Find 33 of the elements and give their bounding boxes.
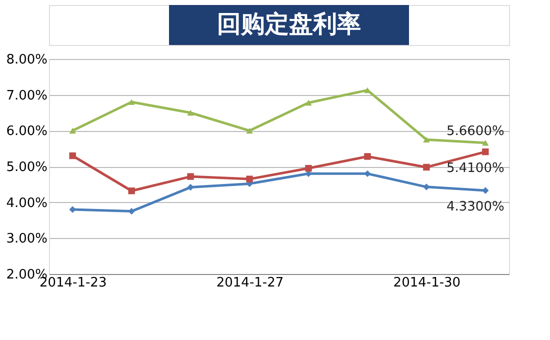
y-tick-label: 3.00% — [6, 232, 48, 247]
point — [246, 128, 253, 134]
x-tick-label: 2014-1-30 — [393, 276, 461, 290]
point — [128, 99, 135, 105]
chart-title: 回购定盘利率 — [217, 10, 361, 38]
point — [364, 170, 371, 178]
point — [423, 136, 430, 143]
point — [305, 164, 312, 172]
data-label: 5.4100% — [446, 160, 504, 176]
point — [364, 153, 371, 160]
point — [246, 176, 253, 182]
point — [128, 208, 135, 215]
y-tick-label: 4.00% — [6, 196, 48, 211]
point — [482, 148, 489, 156]
point — [69, 152, 76, 160]
point — [482, 140, 489, 146]
point — [69, 128, 76, 134]
point — [69, 206, 76, 213]
y-tick-label: 6.00% — [6, 124, 48, 140]
point — [187, 184, 194, 191]
data-label: 4.3300% — [446, 200, 504, 215]
point — [423, 184, 430, 190]
y-tick-label: 8.00% — [6, 52, 48, 68]
y-tick-label: 7.00% — [6, 88, 48, 104]
point — [187, 110, 194, 116]
point — [305, 100, 312, 106]
point — [423, 164, 430, 171]
point — [187, 173, 194, 180]
point — [482, 187, 489, 194]
point — [128, 188, 135, 194]
data-label: 5.6600% — [446, 124, 504, 139]
x-tick-label: 2014-1-27 — [216, 276, 284, 290]
y-tick-label: 5.00% — [6, 160, 48, 175]
